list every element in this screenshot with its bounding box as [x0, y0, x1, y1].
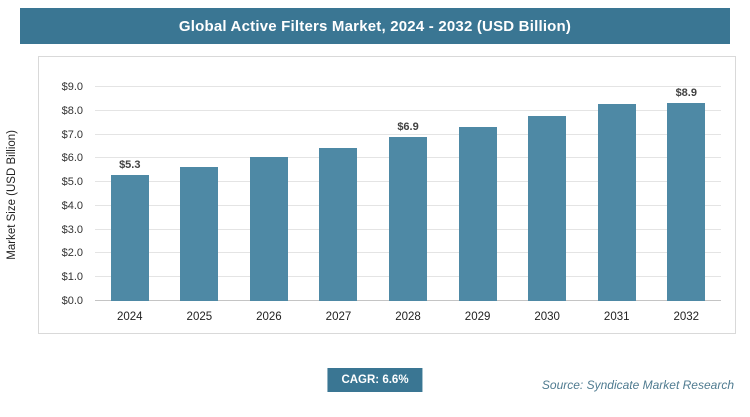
- bar-group: [165, 87, 235, 301]
- bar-2031: [597, 103, 636, 301]
- bar-group: $5.3: [95, 87, 165, 301]
- chart-title-banner: Global Active Filters Market, 2024 - 203…: [20, 8, 730, 44]
- gridline: [95, 109, 721, 111]
- plot-area: $5.3 $6.9 $8.9: [95, 86, 721, 301]
- cagr-badge: CAGR: 6.6%: [327, 368, 423, 392]
- x-tick-label: 2031: [603, 311, 630, 323]
- bar-group: $6.9: [373, 87, 443, 301]
- chart-title: Global Active Filters Market, 2024 - 203…: [178, 17, 572, 35]
- bar-value-label: $5.3: [119, 158, 141, 171]
- x-tick-label: 2029: [464, 311, 491, 323]
- x-tick-label: 2024: [116, 311, 143, 323]
- gridline: [95, 86, 721, 87]
- y-tick-label: $3.0: [61, 223, 83, 236]
- y-tick-label: $7.0: [61, 128, 83, 141]
- x-tick-label: 2027: [325, 311, 352, 323]
- bar-2027: [319, 147, 358, 301]
- x-axis-labels: 2024 2025 2026 2027 2028 2029 2030 2031 2032: [95, 305, 721, 329]
- x-tick-label: 2028: [395, 311, 421, 323]
- y-tick-label: $1.0: [61, 271, 83, 284]
- bar-2029: [458, 127, 497, 301]
- x-tick-label: 2032: [673, 311, 700, 323]
- bar-group: $8.9: [652, 87, 722, 301]
- bar-group: [582, 87, 652, 301]
- y-axis-ticks: $0.0 $1.0 $2.0 $3.0 $4.0 $5.0 $6.0 $7.0 $8.0 $9.0: [39, 81, 91, 307]
- bar-group: [304, 87, 374, 301]
- bar-group: [443, 87, 513, 301]
- y-axis-title-wrap: Market Size (USD Billion): [6, 56, 18, 334]
- y-tick-label: $4.0: [61, 199, 83, 212]
- y-tick-label: $9.0: [61, 81, 83, 93]
- bar-value-label: $6.9: [397, 120, 419, 133]
- bar-group: [512, 87, 582, 301]
- y-tick-label: $5.0: [61, 176, 83, 189]
- bar-2030: [528, 115, 567, 301]
- chart-box: $0.0 $1.0 $2.0 $3.0 $4.0 $5.0 $6.0 $7.0 $8.0 $9.0…: [38, 56, 736, 334]
- source-text: Source: Syndicate Market Research: [541, 378, 734, 392]
- y-tick-label: $8.0: [61, 104, 83, 117]
- bar-group: [234, 87, 304, 301]
- x-tick-label: 2026: [256, 311, 282, 323]
- y-tick-label: $0.0: [61, 295, 83, 307]
- bar-value-label: $8.9: [675, 87, 697, 99]
- cagr-label: CAGR: 6.6%: [341, 374, 409, 386]
- bar-2032: [667, 103, 706, 301]
- bar-2025: [180, 166, 219, 301]
- x-tick-label: 2030: [534, 311, 560, 323]
- y-tick-label: $6.0: [61, 152, 83, 165]
- gridline: [95, 133, 721, 135]
- bar-2028: [389, 136, 428, 301]
- bars: $5.3 $6.9 $8.9: [95, 87, 721, 301]
- bar-2024: [110, 174, 149, 301]
- y-axis-title: Market Size (USD Billion): [6, 130, 18, 260]
- x-tick-label: 2025: [186, 311, 213, 323]
- bar-2026: [249, 157, 288, 301]
- y-tick-label: $2.0: [61, 247, 83, 260]
